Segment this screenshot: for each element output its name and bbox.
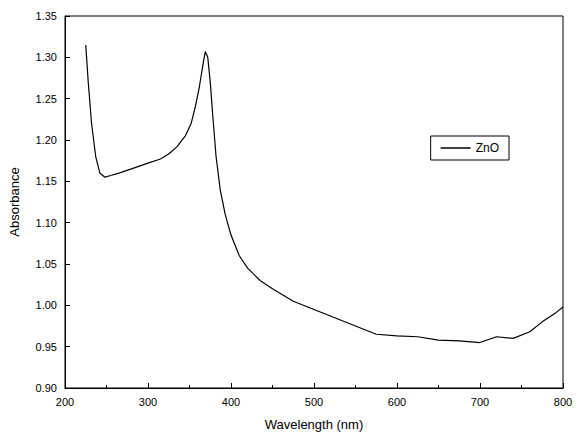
svg-text:0.90: 0.90 — [36, 382, 57, 394]
svg-text:700: 700 — [471, 396, 489, 408]
svg-text:500: 500 — [305, 396, 323, 408]
svg-text:1.10: 1.10 — [36, 217, 57, 229]
svg-text:400: 400 — [222, 396, 240, 408]
svg-text:1.25: 1.25 — [36, 93, 57, 105]
svg-text:Wavelength (nm): Wavelength (nm) — [265, 417, 364, 432]
svg-text:1.20: 1.20 — [36, 134, 57, 146]
svg-text:600: 600 — [388, 396, 406, 408]
svg-text:800: 800 — [554, 396, 572, 408]
svg-text:1.05: 1.05 — [36, 258, 57, 270]
svg-text:ZnO: ZnO — [476, 141, 499, 155]
svg-text:1.35: 1.35 — [36, 10, 57, 22]
svg-text:1.30: 1.30 — [36, 51, 57, 63]
svg-text:200: 200 — [56, 396, 74, 408]
svg-text:1.00: 1.00 — [36, 299, 57, 311]
svg-text:Absorbance: Absorbance — [7, 167, 22, 236]
svg-text:0.95: 0.95 — [36, 341, 57, 353]
svg-text:1.15: 1.15 — [36, 175, 57, 187]
svg-text:300: 300 — [139, 396, 157, 408]
